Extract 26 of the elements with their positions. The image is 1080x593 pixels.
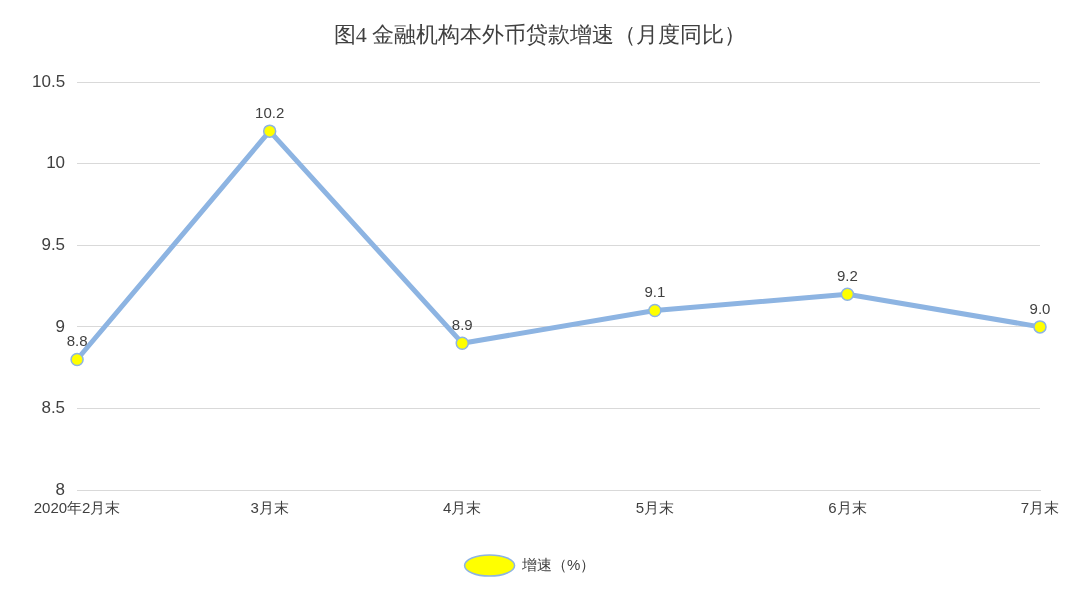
text: 9.0 [1029, 299, 1051, 317]
text: 10.2 [255, 103, 285, 121]
x-tick-label: 2020年2月末 [33, 499, 121, 517]
y-tick-label: 10 [46, 153, 66, 173]
point [840, 287, 855, 302]
x-tick-label: 4月末 [443, 499, 482, 517]
x-tick-label: 6月末 [828, 499, 867, 517]
y-tick-label: 8.5 [41, 398, 66, 418]
point [455, 336, 469, 350]
y-tick-label: 10.5 [31, 71, 66, 91]
point [262, 124, 277, 138]
point [70, 352, 84, 367]
y-tick-label: 8 [55, 479, 66, 499]
point [1033, 320, 1047, 334]
text: 9.2 [836, 266, 858, 284]
legend-label: 增速（%） [521, 555, 596, 573]
text: 8.8 [66, 332, 88, 350]
x-tick-label: 7月末 [1020, 499, 1060, 517]
y-tick-label: 9.5 [41, 235, 66, 255]
y-tick-label: 9 [55, 316, 66, 336]
text: 8.9 [451, 315, 473, 333]
x-tick-label: 3月末 [250, 499, 289, 517]
x-tick-label: 5月末 [635, 499, 675, 517]
text: 9.1 [644, 283, 666, 301]
point [648, 303, 662, 318]
chart-title: 图4 金融机构本外币贷款增速（月度同比） [332, 21, 748, 49]
